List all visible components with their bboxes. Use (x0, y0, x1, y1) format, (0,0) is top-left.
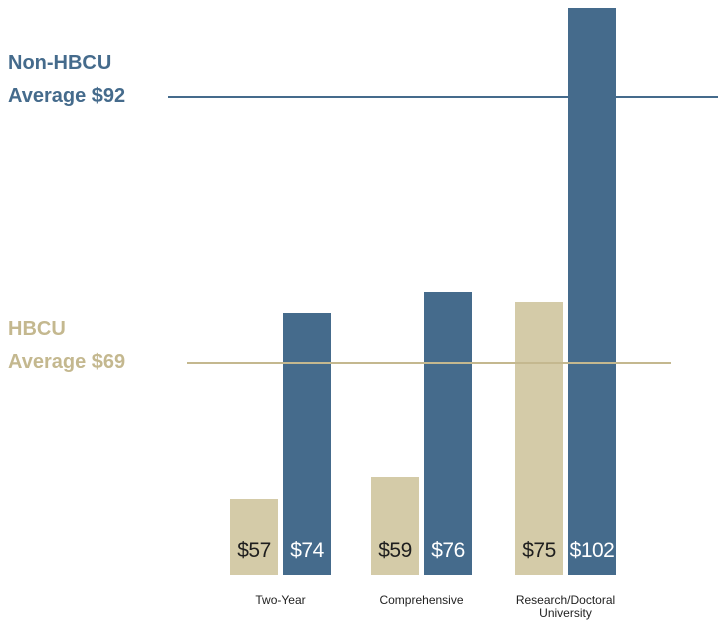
average-line (168, 96, 718, 98)
series-name: HBCU (8, 318, 66, 340)
average-text: Average $69 (8, 351, 126, 373)
bar: $102 (568, 8, 616, 575)
value-label: $102 (569, 539, 615, 562)
bar: $59 (371, 476, 419, 575)
average-label: Non-HBCU Average $92 (8, 47, 125, 113)
average-label: HBCU Average $69 (8, 313, 125, 379)
bar: $75 (515, 302, 563, 575)
x-tick-label: Research/Doctoral University (515, 593, 616, 620)
average-text: Average $92 (8, 85, 126, 107)
series-name: Non-HBCU (8, 52, 112, 74)
bar: $74 (283, 313, 331, 575)
value-label: $74 (290, 538, 324, 562)
x-tick-label: Comprehensive (379, 593, 464, 607)
value-label: $75 (522, 538, 556, 562)
value-label: $59 (378, 538, 412, 562)
value-label: $76 (431, 539, 465, 562)
value-label: $57 (237, 538, 271, 562)
x-tick-label: Two-Year (255, 593, 306, 607)
bar: $76 (424, 291, 472, 575)
bar: $57 (230, 498, 278, 575)
average-line (187, 362, 671, 364)
